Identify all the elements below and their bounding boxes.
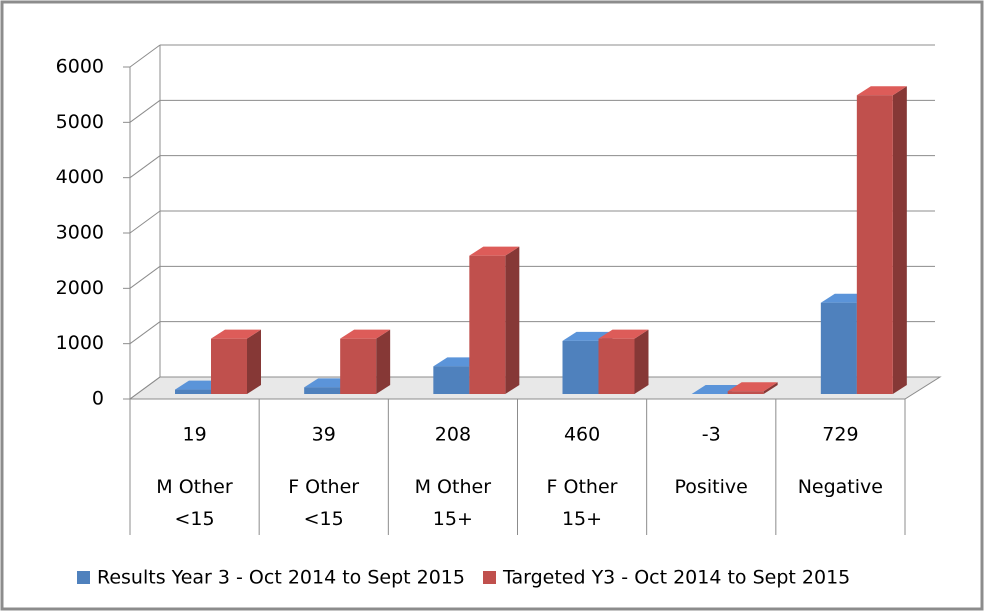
y-tick-label: 5000 <box>56 111 104 133</box>
bar-side <box>634 329 649 394</box>
x-tick-label: Negative <box>797 476 883 498</box>
legend-label: Results Year 3 - Oct 2014 to Sept 2015 <box>97 567 465 589</box>
bar <box>175 389 211 394</box>
bar-top <box>856 86 907 96</box>
bar-group <box>469 246 520 394</box>
legend-label: Targeted Y3 - Oct 2014 to Sept 2015 <box>502 567 850 589</box>
table-value: 460 <box>564 424 600 446</box>
y-tick-label: 2000 <box>56 277 104 299</box>
grid-line-side <box>129 265 161 289</box>
bar <box>340 338 377 394</box>
bar-top <box>211 329 261 339</box>
bar-side <box>376 329 391 394</box>
bar-top <box>598 329 649 339</box>
bar-group <box>727 382 778 394</box>
y-tick-label: 3000 <box>56 222 104 244</box>
bar <box>469 255 506 394</box>
bar-top <box>727 382 778 392</box>
grid-line-side <box>129 210 161 234</box>
y-tick-label: 0 <box>92 388 104 410</box>
bar-side <box>505 246 520 394</box>
grid-line-side <box>129 99 161 123</box>
bar <box>598 338 635 394</box>
grid-line-side <box>129 155 161 179</box>
bar-top <box>469 246 520 256</box>
bar <box>211 338 247 394</box>
bar-side <box>763 382 778 394</box>
legend-swatch <box>77 571 90 584</box>
x-tick-label: F Other <15 <box>288 476 360 530</box>
table-value: 729 <box>822 424 858 446</box>
grid-line-side <box>129 44 161 68</box>
y-tick-label: 1000 <box>56 332 104 354</box>
bar <box>433 366 470 394</box>
bar-group <box>211 329 261 394</box>
bar <box>856 95 893 394</box>
bar <box>727 391 764 394</box>
y-tick-label: 4000 <box>56 166 104 188</box>
table-value: 208 <box>435 424 471 446</box>
table-value: -3 <box>702 424 721 446</box>
x-tick-label: M Other <15 <box>156 476 233 530</box>
bar-group <box>340 329 391 394</box>
bar-top <box>340 329 391 339</box>
table-value: 39 <box>312 424 336 446</box>
bar <box>562 340 599 394</box>
grid-line-side <box>129 321 161 345</box>
bar-side <box>247 329 261 394</box>
bar-side <box>892 86 907 394</box>
bar-group <box>856 86 907 394</box>
y-tick-label: 6000 <box>56 56 104 78</box>
table-value: 19 <box>182 424 206 446</box>
x-tick-label: Positive <box>674 476 748 498</box>
x-tick-label: F Other 15+ <box>546 476 618 530</box>
bar <box>304 387 341 394</box>
grid-line-side <box>129 376 161 400</box>
bar-group <box>598 329 649 394</box>
legend-swatch <box>483 571 496 584</box>
bar <box>820 302 857 394</box>
x-tick-label: M Other 15+ <box>414 476 492 530</box>
